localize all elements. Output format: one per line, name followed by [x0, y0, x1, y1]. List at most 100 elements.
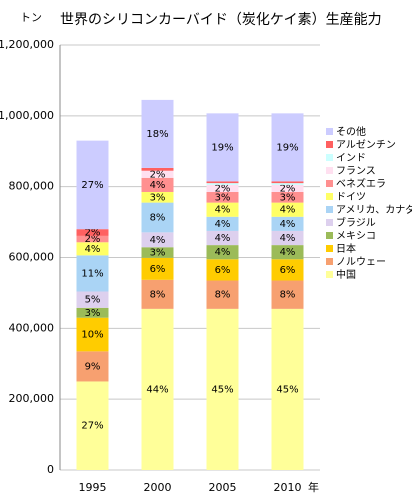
bar-segment [76, 307, 109, 318]
bar-segment [141, 279, 174, 309]
bar-segment [206, 183, 239, 185]
share-label: 5% [85, 295, 101, 306]
y-tick-label: 800,000 [9, 180, 55, 193]
bar-segment [141, 257, 174, 280]
bar-segment [206, 184, 239, 192]
bar-segment [76, 381, 109, 470]
bar-segment [206, 181, 239, 184]
share-label: 3% [280, 192, 296, 203]
bar-segment [271, 181, 304, 184]
legend-swatch [326, 206, 333, 213]
bar-segment [76, 242, 109, 256]
bar-segment [76, 291, 109, 308]
share-label: 8% [150, 289, 166, 300]
legend-swatch [326, 258, 333, 265]
y-tick-label: 200,000 [9, 392, 55, 405]
share-label: 6% [150, 264, 166, 275]
chart-title: 世界のシリコンカーバイド（炭化ケイ素）生産能力 [60, 12, 382, 28]
legend-label: アルゼンチン [336, 139, 396, 151]
legend-label: メキシコ [336, 231, 376, 242]
legend-swatch [326, 180, 333, 187]
share-label: 3% [150, 192, 166, 203]
legend-label: インド [336, 153, 366, 164]
share-label: 2% [280, 183, 296, 194]
bar-segment [271, 191, 304, 203]
share-label: 4% [215, 233, 231, 244]
bar-segment [206, 216, 239, 231]
legend-label: ノルウェー [336, 256, 386, 268]
y-tick-label: 1,000,000 [0, 109, 54, 122]
share-label: 45% [211, 384, 233, 395]
legend-label: ベネズエラ [336, 177, 386, 190]
bar-segment [271, 308, 304, 470]
bar-segment [76, 235, 109, 243]
bar-segment [141, 177, 174, 192]
legend-swatch [326, 167, 333, 174]
bar-segment [271, 183, 304, 185]
legend-swatch [326, 219, 333, 226]
bar-segment [206, 113, 239, 182]
share-label: 4% [150, 180, 166, 191]
share-label: 3% [150, 248, 166, 259]
share-label: 19% [211, 142, 233, 153]
legend-swatch [326, 141, 333, 148]
bar-segment [141, 308, 174, 470]
share-label: 45% [276, 384, 298, 395]
share-label: 2% [85, 234, 101, 245]
share-label: 6% [215, 265, 231, 276]
bar-segment [76, 317, 109, 352]
x-tick-label: 2005 [209, 481, 237, 494]
bar-segment [141, 170, 174, 178]
share-label: 3% [85, 308, 101, 319]
legend-label: 中国 [336, 268, 356, 281]
bar-segment [206, 202, 239, 217]
bar-segment [141, 167, 174, 171]
x-unit: 年 [308, 480, 319, 494]
share-label: 4% [215, 219, 231, 230]
bar-segment [206, 245, 239, 260]
share-label: 10% [81, 330, 103, 341]
share-label: 4% [280, 233, 296, 244]
share-label: 4% [215, 205, 231, 216]
share-label: 4% [280, 219, 296, 230]
y-tick-label: 0 [47, 463, 54, 476]
bar-segment [76, 140, 109, 230]
bar-segment [206, 230, 239, 246]
y-tick-label: 400,000 [9, 321, 55, 334]
bar-segment [271, 202, 304, 217]
share-label: 4% [280, 205, 296, 216]
bar-segment [271, 184, 304, 192]
legend-swatch [326, 128, 333, 135]
bar-segment [271, 113, 304, 182]
bar-segment [141, 191, 174, 203]
x-tick-label: 1995 [79, 481, 107, 494]
share-label: 18% [146, 129, 168, 140]
y-tick-label: 1,200,000 [0, 38, 54, 51]
share-label: 8% [280, 290, 296, 301]
bar-segment [206, 280, 239, 309]
bar-segment [271, 280, 304, 309]
share-label: 6% [280, 265, 296, 276]
legend-label: ブラジル [336, 216, 376, 229]
bar-segment [76, 229, 109, 236]
bar-segment [141, 232, 174, 248]
bar-segment [271, 245, 304, 260]
legend-swatch [326, 154, 333, 161]
bar-segment [76, 255, 109, 292]
y-tick-label: 600,000 [9, 251, 55, 264]
share-label: 8% [150, 212, 166, 223]
bar-segment [141, 99, 174, 168]
bar-segment [271, 230, 304, 246]
bar-segment [141, 247, 174, 258]
bar-segment [271, 216, 304, 231]
share-label: 9% [85, 361, 101, 372]
share-label: 3% [215, 192, 231, 203]
share-label: 11% [81, 268, 103, 279]
legend-swatch [326, 245, 333, 252]
share-label: 2% [215, 183, 231, 194]
share-label: 4% [280, 247, 296, 258]
y-unit: トン [20, 11, 42, 24]
share-label: 19% [276, 142, 298, 153]
legend-swatch [326, 232, 333, 239]
